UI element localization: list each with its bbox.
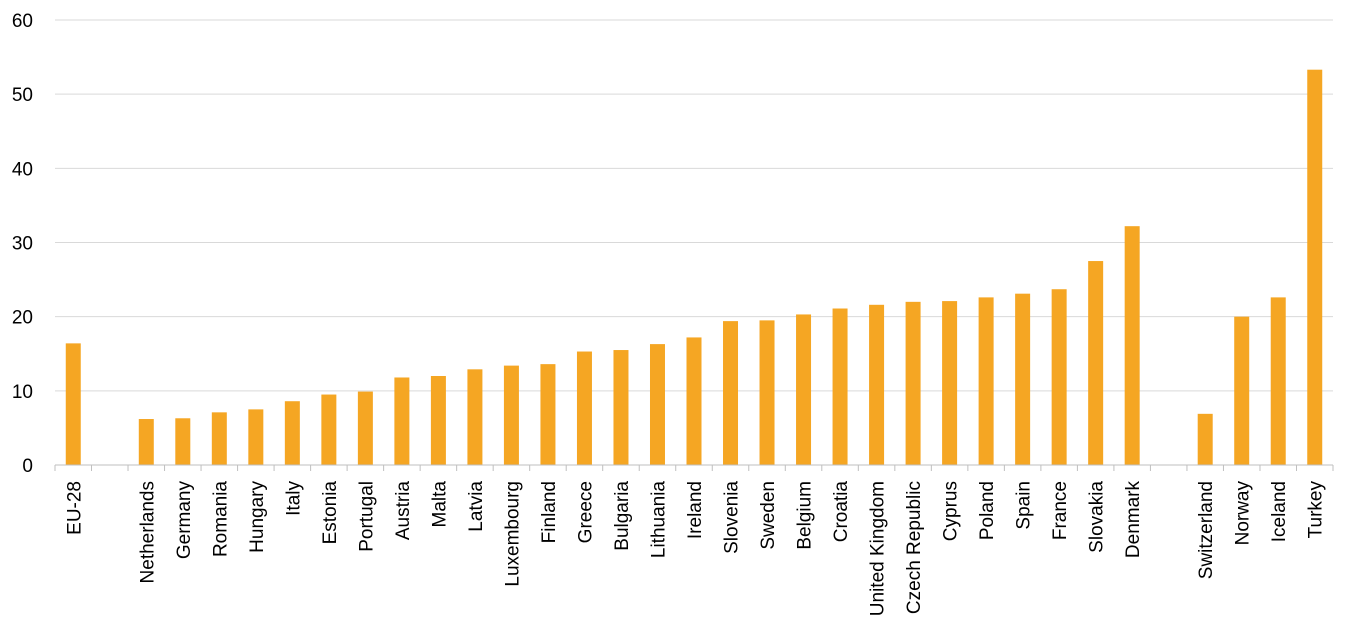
x-tick-label-greece: Greece: [575, 481, 596, 543]
x-tick-label-malta: Malta: [429, 481, 450, 528]
bar-ireland: [686, 337, 702, 465]
x-tick-label-croatia: Croatia: [831, 481, 852, 543]
bar-portugal: [357, 391, 373, 465]
x-tick-label-belgium: Belgium: [795, 481, 816, 550]
y-tick-label-20: 20: [12, 308, 33, 329]
bar-sweden: [759, 320, 775, 465]
bar-united-kingdom: [869, 304, 885, 465]
bar-luxembourg: [503, 365, 519, 465]
y-tick-label-30: 30: [12, 234, 33, 255]
bar-slovenia: [723, 321, 739, 465]
bar-lithuania: [649, 344, 665, 465]
x-tick-label-portugal: Portugal: [356, 481, 377, 552]
bar-germany: [175, 418, 191, 465]
bar-netherlands: [138, 419, 154, 465]
bar-iceland: [1270, 297, 1286, 465]
x-tick-label-hungary: Hungary: [247, 481, 268, 553]
x-tick-label-czech-republic: Czech Republic: [904, 481, 925, 614]
x-tick-label-estonia: Estonia: [320, 481, 341, 545]
x-tick-label-ireland: Ireland: [685, 481, 706, 539]
x-tick-label-switzerland: Switzerland: [1196, 481, 1217, 579]
bar-switzerland: [1197, 413, 1213, 465]
x-tick-label-germany: Germany: [174, 481, 195, 560]
y-tick-label-0: 0: [22, 456, 33, 477]
x-tick-label-austria: Austria: [393, 481, 414, 541]
x-tick-label-slovakia: Slovakia: [1087, 481, 1108, 553]
bar-hungary: [248, 409, 264, 465]
x-tick-label-romania: Romania: [210, 481, 231, 557]
x-tick-label-finland: Finland: [539, 481, 560, 543]
x-tick-label-france: France: [1050, 481, 1071, 540]
x-tick-label-eu-28: EU-28: [64, 481, 85, 535]
bar-belgium: [796, 314, 812, 465]
x-tick-label-latvia: Latvia: [466, 481, 487, 532]
bar-slovakia: [1088, 261, 1104, 465]
bar-cyprus: [942, 301, 958, 465]
x-tick-label-cyprus: Cyprus: [941, 481, 962, 541]
bar-turkey: [1307, 69, 1323, 466]
bar-greece: [576, 351, 592, 465]
x-tick-label-poland: Poland: [977, 481, 998, 540]
y-tick-label-10: 10: [12, 382, 33, 403]
x-tick-label-united-kingdom: United Kingdom: [868, 481, 889, 616]
bar-romania: [211, 412, 227, 465]
x-tick-label-slovenia: Slovenia: [722, 481, 743, 554]
bars: [65, 69, 1323, 466]
bar-france: [1051, 289, 1067, 465]
x-tick-label-italy: Italy: [283, 481, 304, 516]
x-tick-label-sweden: Sweden: [758, 481, 779, 550]
y-tick-label-40: 40: [12, 159, 33, 180]
x-axis: [54, 464, 1334, 471]
bar-malta: [430, 376, 446, 465]
x-axis-tick-labels: EU-28 Netherlands Germany Romania Hungary Ita…: [64, 481, 1326, 617]
x-tick-label-iceland: Iceland: [1269, 481, 1290, 542]
bar-norway: [1234, 316, 1250, 465]
bar-eu-28: [65, 343, 81, 465]
y-tick-label-50: 50: [12, 85, 33, 106]
gridlines: [55, 19, 1333, 392]
x-tick-label-norway: Norway: [1233, 481, 1254, 546]
x-tick-label-turkey: Turkey: [1306, 481, 1327, 539]
x-tick-label-spain: Spain: [1014, 481, 1035, 530]
bar-poland: [978, 297, 994, 465]
bar-estonia: [321, 394, 337, 465]
x-tick-label-luxembourg: Luxembourg: [502, 481, 523, 587]
bar-italy: [284, 401, 300, 465]
bar-latvia: [467, 369, 483, 465]
x-tick-label-bulgaria: Bulgaria: [612, 481, 633, 551]
y-tick-label-60: 60: [12, 11, 33, 32]
bar-bulgaria: [613, 350, 629, 465]
x-tick-label-lithuania: Lithuania: [648, 481, 669, 559]
y-axis-tick-labels: 0 10 20 30 40 50 60: [12, 11, 33, 477]
bar-croatia: [832, 308, 848, 465]
bar-finland: [540, 364, 556, 465]
x-tick-label-denmark: Denmark: [1123, 481, 1144, 559]
bar-denmark: [1124, 226, 1140, 465]
bar-austria: [394, 377, 410, 465]
bar-czech-republic: [905, 301, 921, 465]
x-tick-label-netherlands: Netherlands: [137, 481, 158, 583]
bar-spain: [1015, 293, 1031, 465]
